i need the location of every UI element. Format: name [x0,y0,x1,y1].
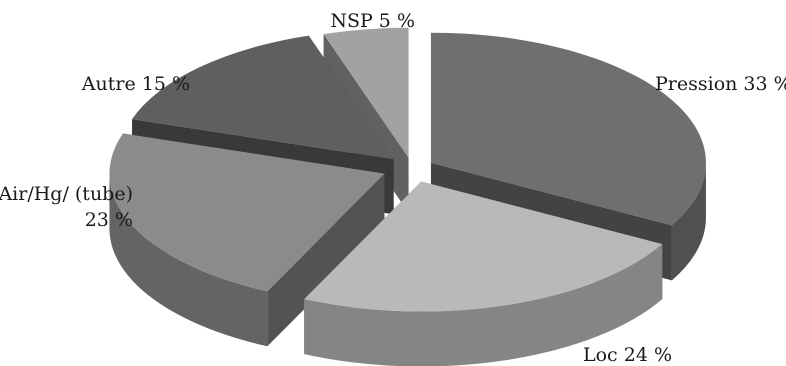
pie-label-autre: Autre 15 % [81,73,190,95]
pie-label-nsp: NSP 5 % [330,10,415,32]
pie-slice-top [323,27,409,158]
pie-label-loc: Loc 24 % [583,344,672,366]
pie-slice-air-hg-tube [109,133,385,347]
pie-slice-outer-wall [304,244,663,366]
pie-slice-top [304,181,663,312]
pie-slice-top [430,32,706,226]
pie-label-air-hg-tube: Air/Hg/ (tube) 23 % [0,183,133,231]
pie-label-pression: Pression 33 % [655,73,786,95]
pie-slice-top [132,35,394,160]
pie-slice-outer-wall [109,173,268,347]
pie-slice-outer-wall [671,162,706,281]
pie-slice-loc [304,181,663,366]
pie-slice-top [109,133,385,292]
